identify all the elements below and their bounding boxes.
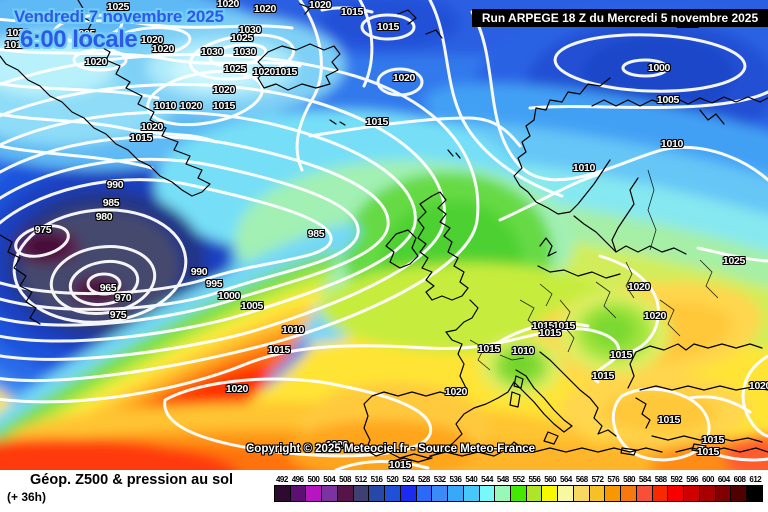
run-info-box: Run ARPEGE 18 Z du Mercredi 5 novembre 2…: [472, 9, 768, 27]
scale-cell: [541, 486, 558, 501]
scale-cell: [415, 486, 432, 501]
scale-cell: [289, 486, 306, 501]
scale-value: 520: [386, 475, 399, 484]
scale-cell: [525, 486, 542, 501]
scale-cell: [399, 486, 416, 501]
scale-value: 576: [607, 475, 620, 484]
scale-value: 548: [496, 475, 509, 484]
scale-cell: [746, 486, 762, 501]
scale-cell: [368, 486, 385, 501]
scale-cell: [321, 486, 337, 501]
weather-map-graphic: [0, 0, 768, 470]
scale-value: 496: [291, 475, 304, 484]
scale-value: 580: [623, 475, 635, 484]
scale-cell: [604, 486, 621, 501]
scale-value: 568: [575, 475, 588, 484]
scale-cell: [352, 486, 369, 501]
scale-cell: [275, 486, 290, 501]
scale-cell: [730, 486, 747, 501]
scale-cell: [336, 486, 353, 501]
scale-cell: [478, 486, 495, 501]
scale-value: 572: [591, 475, 604, 484]
scale-value: 540: [465, 475, 478, 484]
scale-value: 612: [749, 475, 762, 484]
scale-value: 528: [417, 475, 430, 484]
scale-cell: [698, 486, 715, 501]
map-caption: Géop. Z500 & pression au sol: [30, 472, 234, 488]
scale-value: 552: [512, 475, 525, 484]
scale-cell: [714, 486, 731, 501]
scale-cell: [447, 486, 463, 501]
scale-value: 584: [638, 475, 651, 484]
scale-value: 592: [670, 475, 683, 484]
forecast-hour: (+ 36h): [7, 490, 47, 504]
scale-value: 564: [560, 475, 572, 484]
scale-value: 560: [544, 475, 557, 484]
scale-value: 536: [449, 475, 462, 484]
scale-cell: [572, 486, 589, 501]
scale-cell: [494, 486, 511, 501]
scale-value: 608: [733, 475, 746, 484]
scale-value: 508: [339, 475, 351, 484]
scale-value: 492: [275, 475, 288, 484]
height-color-scale: 492 496 500 504 508 512 516 520 524 528 532 536 540 5…: [274, 475, 763, 502]
scale-cell: [510, 486, 526, 501]
scale-value: 524: [402, 475, 415, 484]
copyright-text: Copyright © 2025 Meteociel.fr - Source M…: [246, 443, 536, 455]
scale-value: 500: [307, 475, 320, 484]
scale-cell: [620, 486, 636, 501]
footer-band: Géop. Z500 & pression au sol (+ 36h) 492…: [0, 470, 768, 512]
scale-cell: [635, 486, 652, 501]
scale-cell: [462, 486, 479, 501]
scale-values: 492 496 500 504 508 512 516 520 524 528 532 536 540 5…: [274, 475, 763, 484]
scale-value: 512: [354, 475, 367, 484]
scale-value: 588: [654, 475, 667, 484]
scale-cell: [588, 486, 605, 501]
scale-cell: [305, 486, 322, 501]
scale-value: 544: [481, 475, 493, 484]
scale-cell: [557, 486, 573, 501]
scale-cell: [651, 486, 668, 501]
scale-value: 600: [702, 475, 714, 484]
scale-value: 504: [323, 475, 336, 484]
scale-value: 556: [528, 475, 541, 484]
scale-cell: [431, 486, 448, 501]
scale-cells: [274, 485, 763, 502]
scale-cell: [683, 486, 699, 501]
scale-value: 532: [433, 475, 446, 484]
scale-cell: [667, 486, 684, 501]
scale-cell: [384, 486, 400, 501]
scale-value: 596: [686, 475, 699, 484]
scale-value: 604: [717, 475, 730, 484]
scale-value: 516: [370, 475, 383, 484]
